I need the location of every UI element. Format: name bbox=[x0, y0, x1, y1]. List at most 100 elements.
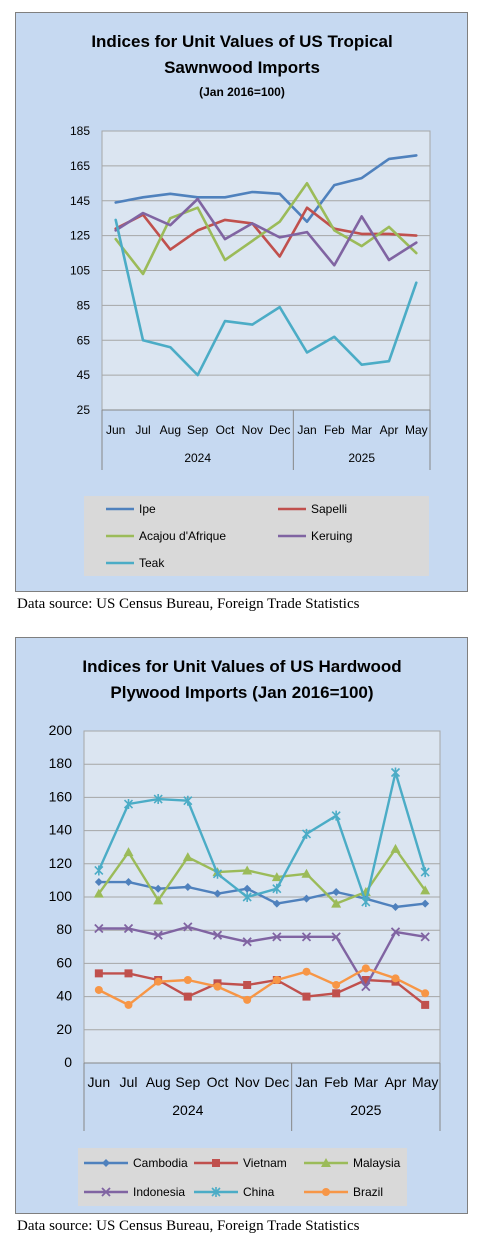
data-point-indonesia bbox=[242, 937, 252, 947]
data-point-malaysia bbox=[420, 885, 431, 895]
y-tick-label: 160 bbox=[49, 788, 73, 804]
x-tick-label: Nov bbox=[242, 423, 263, 437]
y-tick-label: 180 bbox=[49, 755, 73, 771]
x-tick-label: Oct bbox=[216, 423, 235, 437]
x-tick-label: May bbox=[412, 1074, 438, 1090]
year-label: 2024 bbox=[172, 1102, 203, 1118]
y-tick-label: 185 bbox=[70, 124, 90, 138]
legend-label-acajou-d-afrique: Acajou d'Afrique bbox=[139, 529, 226, 543]
x-tick-label: Jun bbox=[88, 1074, 111, 1090]
data-point-vietnam bbox=[124, 969, 133, 978]
chart-title-line: Plywood Imports (Jan 2016=100) bbox=[110, 683, 373, 702]
legend-marker-china bbox=[211, 1187, 221, 1197]
x-tick-label: Jul bbox=[120, 1074, 138, 1090]
data-point-cambodia bbox=[183, 883, 192, 892]
x-tick-label: Mar bbox=[354, 1074, 378, 1090]
data-point-brazil bbox=[124, 1000, 133, 1009]
legend-label-brazil: Brazil bbox=[353, 1185, 383, 1199]
y-tick-label: 165 bbox=[70, 159, 90, 173]
y-tick-label: 140 bbox=[49, 822, 73, 838]
series-line-teak bbox=[114, 218, 418, 377]
x-tick-label: Nov bbox=[235, 1074, 260, 1090]
data-point-vietnam bbox=[332, 989, 341, 998]
x-tick-label: Apr bbox=[385, 1074, 407, 1090]
data-point-cambodia bbox=[391, 902, 400, 911]
y-tick-label: 65 bbox=[77, 333, 91, 347]
series-line-china bbox=[97, 771, 427, 904]
data-source-note: Data source: US Census Bureau, Foreign T… bbox=[17, 1218, 360, 1234]
legend-marker-malaysia bbox=[321, 1158, 331, 1167]
data-point-malaysia bbox=[93, 888, 104, 898]
data-point-malaysia bbox=[271, 872, 282, 882]
data-point-vietnam bbox=[361, 976, 370, 984]
plywood-chart-svg: Indices for Unit Values of US Hardwood Pl… bbox=[49, 657, 441, 1206]
x-tick-label: Sep bbox=[187, 423, 209, 437]
data-point-china bbox=[94, 865, 104, 876]
y-tick-label: 200 bbox=[49, 722, 73, 738]
series-line-sapelli bbox=[114, 206, 418, 258]
data-point-cambodia bbox=[243, 884, 252, 893]
data-point-brazil bbox=[332, 980, 341, 989]
chart-title-line: Sawnwood Imports bbox=[164, 58, 320, 77]
x-tick-label: Jun bbox=[106, 423, 125, 437]
legend-label-cambodia: Cambodia bbox=[133, 1156, 188, 1170]
x-tick-label: Sep bbox=[175, 1074, 200, 1090]
data-point-china bbox=[242, 892, 252, 902]
data-point-cambodia bbox=[124, 878, 133, 887]
data-point-vietnam bbox=[421, 1000, 430, 1009]
data-point-cambodia bbox=[272, 899, 281, 908]
data-point-vietnam bbox=[243, 980, 252, 989]
x-tick-label: Oct bbox=[207, 1074, 229, 1090]
data-point-vietnam bbox=[302, 992, 311, 1001]
x-tick-label: Jan bbox=[295, 1074, 318, 1090]
sawnwood-chart-svg: Indices for Unit Values of US Tropical Sa… bbox=[70, 32, 431, 576]
year-label: 2024 bbox=[184, 451, 211, 465]
data-point-malaysia bbox=[153, 895, 164, 905]
y-tick-label: 105 bbox=[70, 264, 90, 278]
x-tick-label: Dec bbox=[269, 423, 290, 437]
data-point-china bbox=[183, 795, 193, 806]
sawnwood-chart: Indices for Unit Values of US Tropical Sa… bbox=[15, 12, 468, 592]
x-tick-label: Jul bbox=[135, 423, 150, 437]
data-point-china bbox=[272, 883, 282, 894]
x-tick-label: Feb bbox=[324, 1074, 348, 1090]
series-line-ipe bbox=[114, 154, 418, 223]
data-point-china bbox=[420, 867, 430, 878]
x-tick-label: Feb bbox=[324, 423, 345, 437]
data-point-cambodia bbox=[94, 878, 103, 887]
chart-subtitle: (Jan 2016=100) bbox=[199, 85, 285, 99]
series-line-indonesia bbox=[97, 925, 427, 988]
plywood-chart: Indices for Unit Values of US Hardwood Pl… bbox=[15, 637, 468, 1214]
data-point-brazil bbox=[361, 964, 370, 973]
year-label: 2025 bbox=[348, 451, 375, 465]
year-label: 2025 bbox=[350, 1102, 381, 1118]
data-point-brazil bbox=[213, 982, 222, 991]
y-tick-label: 0 bbox=[64, 1054, 72, 1070]
x-tick-label: May bbox=[405, 423, 428, 437]
legend-label-teak: Teak bbox=[139, 556, 165, 570]
data-point-brazil bbox=[272, 976, 281, 984]
data-point-china bbox=[153, 794, 163, 805]
data-point-brazil bbox=[421, 989, 430, 998]
series-line-brazil bbox=[97, 967, 427, 1007]
y-tick-label: 100 bbox=[49, 888, 73, 904]
data-point-indonesia bbox=[420, 932, 430, 942]
y-tick-label: 40 bbox=[56, 988, 72, 1004]
y-tick-label: 85 bbox=[77, 298, 91, 312]
legend-marker-vietnam bbox=[212, 1159, 220, 1167]
data-point-vietnam bbox=[94, 969, 103, 978]
legend-label-china: China bbox=[243, 1185, 275, 1199]
data-point-malaysia bbox=[390, 843, 401, 853]
legend-label-keruing: Keruing bbox=[311, 529, 352, 543]
data-point-vietnam bbox=[183, 992, 192, 1001]
data-point-brazil bbox=[391, 974, 400, 983]
y-tick-label: 60 bbox=[56, 954, 72, 970]
y-tick-label: 145 bbox=[70, 194, 90, 208]
data-point-indonesia bbox=[361, 982, 371, 992]
y-tick-label: 125 bbox=[70, 229, 90, 243]
legend-label-sapelli: Sapelli bbox=[311, 502, 347, 516]
legend-label-vietnam: Vietnam bbox=[243, 1156, 287, 1170]
data-point-malaysia bbox=[301, 868, 312, 878]
data-point-brazil bbox=[154, 977, 163, 986]
x-tick-label: Apr bbox=[380, 423, 399, 437]
